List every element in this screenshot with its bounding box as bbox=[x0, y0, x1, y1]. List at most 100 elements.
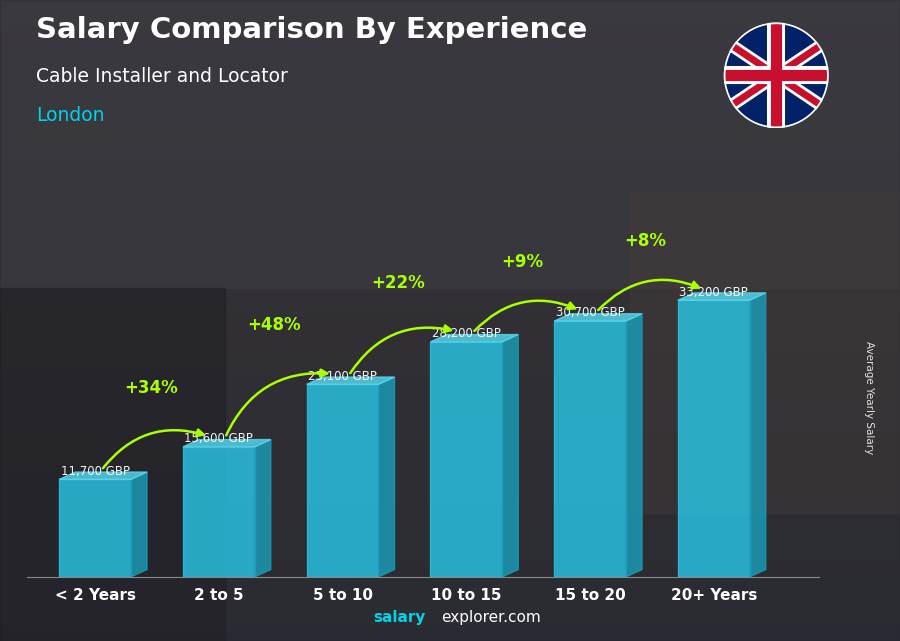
Bar bbox=[0, 615, 900, 622]
Bar bbox=[0, 250, 900, 256]
Bar bbox=[0, 397, 900, 404]
Bar bbox=[0, 71, 900, 77]
Bar bbox=[0, 590, 900, 596]
Bar bbox=[0, 186, 900, 192]
Bar bbox=[0, 0, 900, 6]
Bar bbox=[0, 295, 900, 301]
Bar bbox=[0, 167, 900, 173]
Text: Cable Installer and Locator: Cable Installer and Locator bbox=[36, 67, 288, 87]
Bar bbox=[0, 583, 900, 590]
Bar bbox=[0, 90, 900, 96]
Polygon shape bbox=[131, 472, 147, 577]
Text: +48%: +48% bbox=[248, 317, 302, 335]
Bar bbox=[554, 321, 626, 577]
Bar bbox=[0, 288, 900, 295]
Polygon shape bbox=[59, 472, 147, 479]
Polygon shape bbox=[255, 440, 271, 577]
Bar bbox=[0, 442, 900, 449]
Bar bbox=[307, 385, 378, 577]
Bar bbox=[0, 320, 900, 327]
Bar bbox=[0, 500, 900, 506]
Bar bbox=[0, 115, 900, 122]
Bar bbox=[0, 635, 900, 641]
Text: 11,700 GBP: 11,700 GBP bbox=[60, 465, 130, 478]
Polygon shape bbox=[430, 335, 518, 342]
Bar bbox=[0, 622, 900, 628]
Bar bbox=[0, 58, 900, 64]
Polygon shape bbox=[626, 313, 642, 577]
Text: London: London bbox=[36, 106, 104, 125]
Bar bbox=[0, 301, 900, 308]
Bar bbox=[0, 340, 900, 346]
Text: +8%: +8% bbox=[625, 232, 667, 250]
Bar bbox=[0, 83, 900, 90]
Bar bbox=[0, 0, 900, 288]
Bar bbox=[0, 506, 900, 513]
Bar bbox=[0, 436, 900, 442]
Bar bbox=[0, 32, 900, 38]
Polygon shape bbox=[378, 377, 394, 577]
Bar bbox=[0, 609, 900, 615]
Bar bbox=[0, 359, 900, 365]
Bar bbox=[0, 38, 900, 45]
Bar bbox=[0, 577, 900, 583]
Bar bbox=[0, 128, 900, 135]
Bar bbox=[0, 45, 900, 51]
Bar bbox=[0, 231, 900, 237]
Bar bbox=[0, 417, 900, 423]
Bar bbox=[0, 526, 900, 532]
Bar bbox=[0, 212, 900, 218]
Bar bbox=[0, 570, 900, 577]
Bar bbox=[0, 141, 900, 147]
Bar bbox=[0, 327, 900, 333]
Polygon shape bbox=[554, 313, 642, 321]
Bar bbox=[0, 353, 900, 359]
Bar bbox=[0, 410, 900, 417]
Bar bbox=[0, 603, 900, 609]
Bar bbox=[678, 300, 750, 577]
Bar bbox=[0, 468, 900, 474]
Bar bbox=[0, 288, 225, 641]
Text: Average Yearly Salary: Average Yearly Salary bbox=[863, 341, 874, 454]
Bar bbox=[0, 558, 900, 564]
Bar bbox=[0, 269, 900, 276]
Bar bbox=[0, 6, 900, 13]
Text: explorer.com: explorer.com bbox=[441, 610, 541, 625]
Bar bbox=[0, 474, 900, 481]
Bar bbox=[0, 545, 900, 551]
Text: Salary Comparison By Experience: Salary Comparison By Experience bbox=[36, 16, 587, 44]
Polygon shape bbox=[750, 293, 766, 577]
Bar bbox=[0, 494, 900, 500]
Bar bbox=[0, 449, 900, 455]
Text: 30,700 GBP: 30,700 GBP bbox=[555, 306, 625, 319]
Text: +9%: +9% bbox=[501, 253, 543, 271]
Bar bbox=[430, 342, 502, 577]
Bar bbox=[0, 519, 900, 526]
Bar bbox=[0, 487, 900, 494]
Bar bbox=[0, 462, 900, 468]
Bar bbox=[0, 256, 900, 263]
Bar bbox=[0, 429, 900, 436]
Polygon shape bbox=[678, 293, 766, 300]
Text: salary: salary bbox=[374, 610, 426, 625]
Text: 28,200 GBP: 28,200 GBP bbox=[432, 328, 500, 340]
Bar bbox=[0, 372, 900, 378]
Bar bbox=[0, 26, 900, 32]
Bar bbox=[0, 455, 900, 462]
Bar bbox=[0, 481, 900, 487]
Bar bbox=[0, 385, 900, 391]
Bar bbox=[59, 479, 131, 577]
Bar bbox=[0, 404, 900, 410]
Bar bbox=[630, 192, 900, 513]
Bar bbox=[0, 224, 900, 231]
Bar bbox=[0, 314, 900, 320]
Bar bbox=[0, 160, 900, 167]
Bar bbox=[0, 51, 900, 58]
Bar bbox=[0, 513, 900, 519]
Bar bbox=[0, 103, 900, 109]
Text: 23,100 GBP: 23,100 GBP bbox=[308, 370, 377, 383]
Bar bbox=[0, 218, 900, 224]
Bar bbox=[0, 192, 900, 199]
Bar bbox=[0, 154, 900, 160]
Bar bbox=[0, 423, 900, 429]
